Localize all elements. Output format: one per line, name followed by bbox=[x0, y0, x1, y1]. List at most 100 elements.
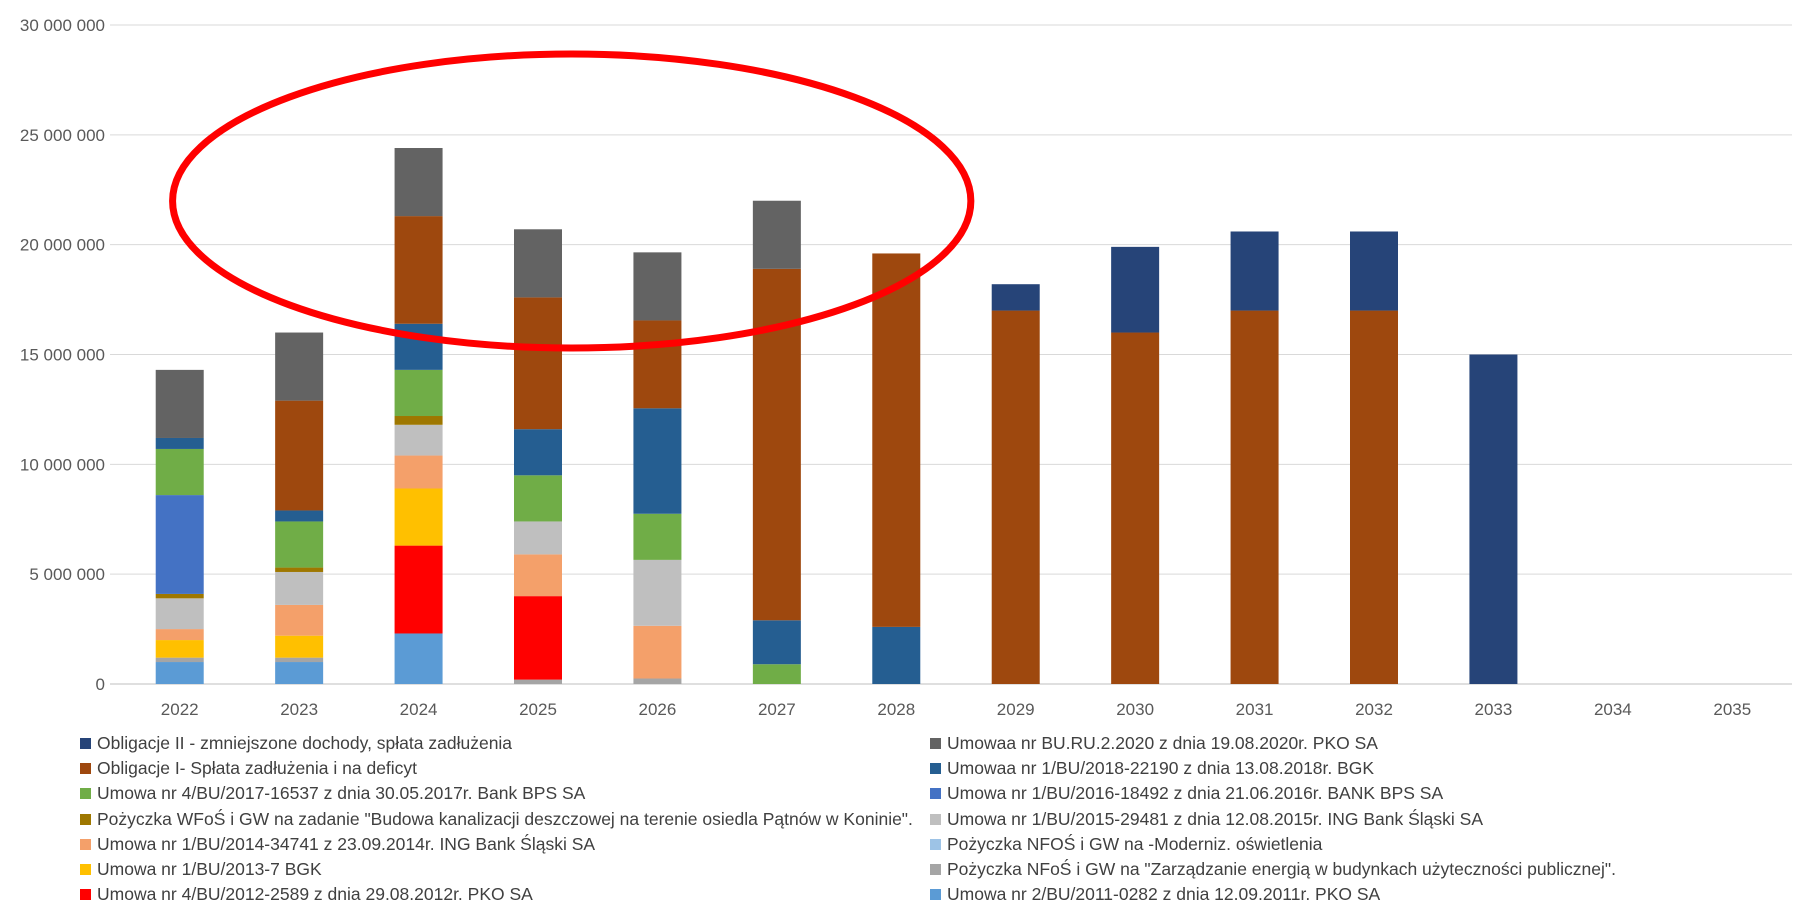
y-tick-label: 25 000 000 bbox=[20, 126, 105, 145]
bar-segment bbox=[514, 475, 562, 522]
x-tick-label: 2031 bbox=[1236, 700, 1274, 719]
bar-segment bbox=[394, 424, 443, 456]
legend-swatch bbox=[930, 838, 941, 850]
bar-segment bbox=[155, 369, 204, 438]
annotations bbox=[169, 50, 975, 352]
x-tick-label: 2024 bbox=[400, 700, 438, 719]
bar-segment bbox=[1230, 231, 1279, 311]
legend-swatch bbox=[930, 738, 941, 750]
bar-segment bbox=[752, 200, 801, 269]
legend-item: Umowa nr 1/BU/2014-34741 z 23.09.2014r. … bbox=[80, 832, 913, 857]
bar-segment bbox=[275, 571, 324, 605]
bar-segment bbox=[514, 229, 562, 298]
bar-segment bbox=[155, 640, 204, 658]
legend-label: Umowa nr 2/BU/2011-0282 z dnia 12.09.201… bbox=[947, 884, 1381, 905]
bar-segment bbox=[275, 510, 324, 522]
gridlines bbox=[110, 24, 1792, 685]
bar-segment bbox=[394, 488, 443, 546]
bar-segment bbox=[633, 408, 682, 514]
chart-legend: Obligacje II - zmniejszone dochody, spła… bbox=[80, 731, 1780, 911]
x-tick-label: 2027 bbox=[758, 700, 796, 719]
y-tick-label: 5 000 000 bbox=[29, 565, 105, 584]
legend-item: Pożyczka WFoŚ i GW na zadanie "Budowa ka… bbox=[80, 807, 913, 832]
bar-segment bbox=[394, 216, 443, 324]
legend-item: Umowaa nr 1/BU/2018-22190 z dnia 13.08.2… bbox=[930, 756, 1616, 781]
legend-item: Umowa nr 4/BU/2012-2589 z dnia 29.08.201… bbox=[80, 882, 913, 907]
y-axis-ticks: 0 5 000 000 10 000 000 15 000 000 20 000 000… bbox=[20, 16, 105, 694]
bar-segment bbox=[275, 657, 324, 663]
legend-label: Umowa nr 4/BU/2017-16537 z dnia 30.05.20… bbox=[97, 783, 586, 804]
bar-segment bbox=[991, 310, 1040, 684]
x-axis-ticks: 2022 2023 2024 2025 2026 2027 2028 2029 2030 2031… bbox=[161, 700, 1751, 719]
x-tick-label: 2033 bbox=[1475, 700, 1513, 719]
bar-segment bbox=[155, 495, 204, 594]
bar-segment bbox=[155, 662, 204, 684]
bar-segment bbox=[275, 604, 324, 636]
bar-segment bbox=[394, 416, 443, 425]
legend-item: Umowaa nr BU.RU.2.2020 z dnia 19.08.2020… bbox=[930, 731, 1616, 756]
legend-item: Umowa nr 1/BU/2016-18492 z dnia 21.06.20… bbox=[930, 781, 1616, 806]
legend-swatch bbox=[930, 788, 941, 800]
bar-segment bbox=[633, 559, 682, 626]
bar-segment bbox=[1469, 354, 1518, 684]
bar-segment bbox=[633, 252, 682, 321]
bar-segment bbox=[275, 521, 324, 568]
legend-label: Obligacje II - zmniejszone dochody, spła… bbox=[97, 733, 513, 754]
legend-item: Umowa nr 1/BU/2013-7 BGK bbox=[80, 857, 913, 882]
legend-swatch bbox=[80, 738, 91, 750]
bar-segment bbox=[514, 297, 562, 430]
bar-segment bbox=[394, 633, 443, 684]
bar-segment bbox=[155, 598, 204, 630]
bar-segment bbox=[155, 448, 204, 496]
x-tick-label: 2034 bbox=[1594, 700, 1632, 719]
legend-swatch bbox=[930, 864, 941, 876]
legend-swatch bbox=[930, 813, 941, 825]
legend-item: Obligacje I- Spłata zadłużenia i na defi… bbox=[80, 756, 913, 781]
legend-item: Obligacje II - zmniejszone dochody, spła… bbox=[80, 731, 913, 756]
y-tick-label: 20 000 000 bbox=[20, 236, 105, 255]
bar-segment bbox=[514, 554, 562, 597]
bar-segment bbox=[155, 437, 204, 449]
bar-segment bbox=[872, 626, 921, 684]
legend-label: Pożyczka NFOŚ i GW na -Moderniz. oświetl… bbox=[947, 833, 1323, 854]
bar-segment bbox=[155, 629, 204, 641]
legend-swatch bbox=[930, 763, 941, 775]
legend-label: Umowa nr 4/BU/2012-2589 z dnia 29.08.201… bbox=[97, 884, 533, 905]
chart-svg: 0 5 000 000 10 000 000 15 000 000 20 000 000… bbox=[20, 16, 1792, 719]
legend-swatch bbox=[80, 788, 91, 800]
bar-segment bbox=[514, 596, 562, 680]
bar-segment bbox=[1111, 246, 1160, 333]
y-tick-label: 10 000 000 bbox=[20, 455, 105, 474]
bar-segment bbox=[872, 253, 921, 627]
bar-segment bbox=[275, 332, 324, 401]
legend-column-right: Umowaa nr BU.RU.2.2020 z dnia 19.08.2020… bbox=[930, 731, 1616, 907]
legend-label: Umowaa nr 1/BU/2018-22190 z dnia 13.08.2… bbox=[947, 758, 1375, 779]
x-tick-label: 2032 bbox=[1355, 700, 1393, 719]
legend-label: Pożyczka WFoŚ i GW na zadanie "Budowa ka… bbox=[97, 808, 913, 829]
y-tick-label: 30 000 000 bbox=[20, 16, 105, 35]
bar-segment bbox=[514, 521, 562, 555]
bar-segment bbox=[752, 620, 801, 665]
bar-segment bbox=[633, 625, 682, 679]
legend-label: Pożyczka NFoŚ i GW na "Zarządzanie energ… bbox=[947, 859, 1616, 880]
legend-swatch bbox=[80, 838, 91, 850]
legend-label: Umowa nr 1/BU/2014-34741 z 23.09.2014r. … bbox=[97, 833, 596, 854]
bar-segment bbox=[275, 635, 324, 658]
bar-segment bbox=[752, 664, 801, 684]
bar-segment bbox=[394, 455, 443, 489]
legend-label: Umowa nr 1/BU/2016-18492 z dnia 21.06.20… bbox=[947, 783, 1444, 804]
y-tick-label: 15 000 000 bbox=[20, 346, 105, 365]
bars bbox=[155, 148, 1518, 684]
bar-segment bbox=[514, 679, 562, 684]
legend-swatch bbox=[80, 864, 91, 876]
bar-segment bbox=[275, 400, 324, 511]
legend-item: Umowa nr 4/BU/2017-16537 z dnia 30.05.20… bbox=[80, 781, 913, 806]
x-tick-label: 2023 bbox=[280, 700, 318, 719]
bar-segment bbox=[1230, 310, 1279, 684]
legend-item: Umowa nr 1/BU/2015-29481 z dnia 12.08.20… bbox=[930, 807, 1616, 832]
bar-segment bbox=[155, 593, 204, 599]
x-tick-label: 2025 bbox=[519, 700, 557, 719]
x-tick-label: 2028 bbox=[877, 700, 915, 719]
x-tick-label: 2029 bbox=[997, 700, 1035, 719]
